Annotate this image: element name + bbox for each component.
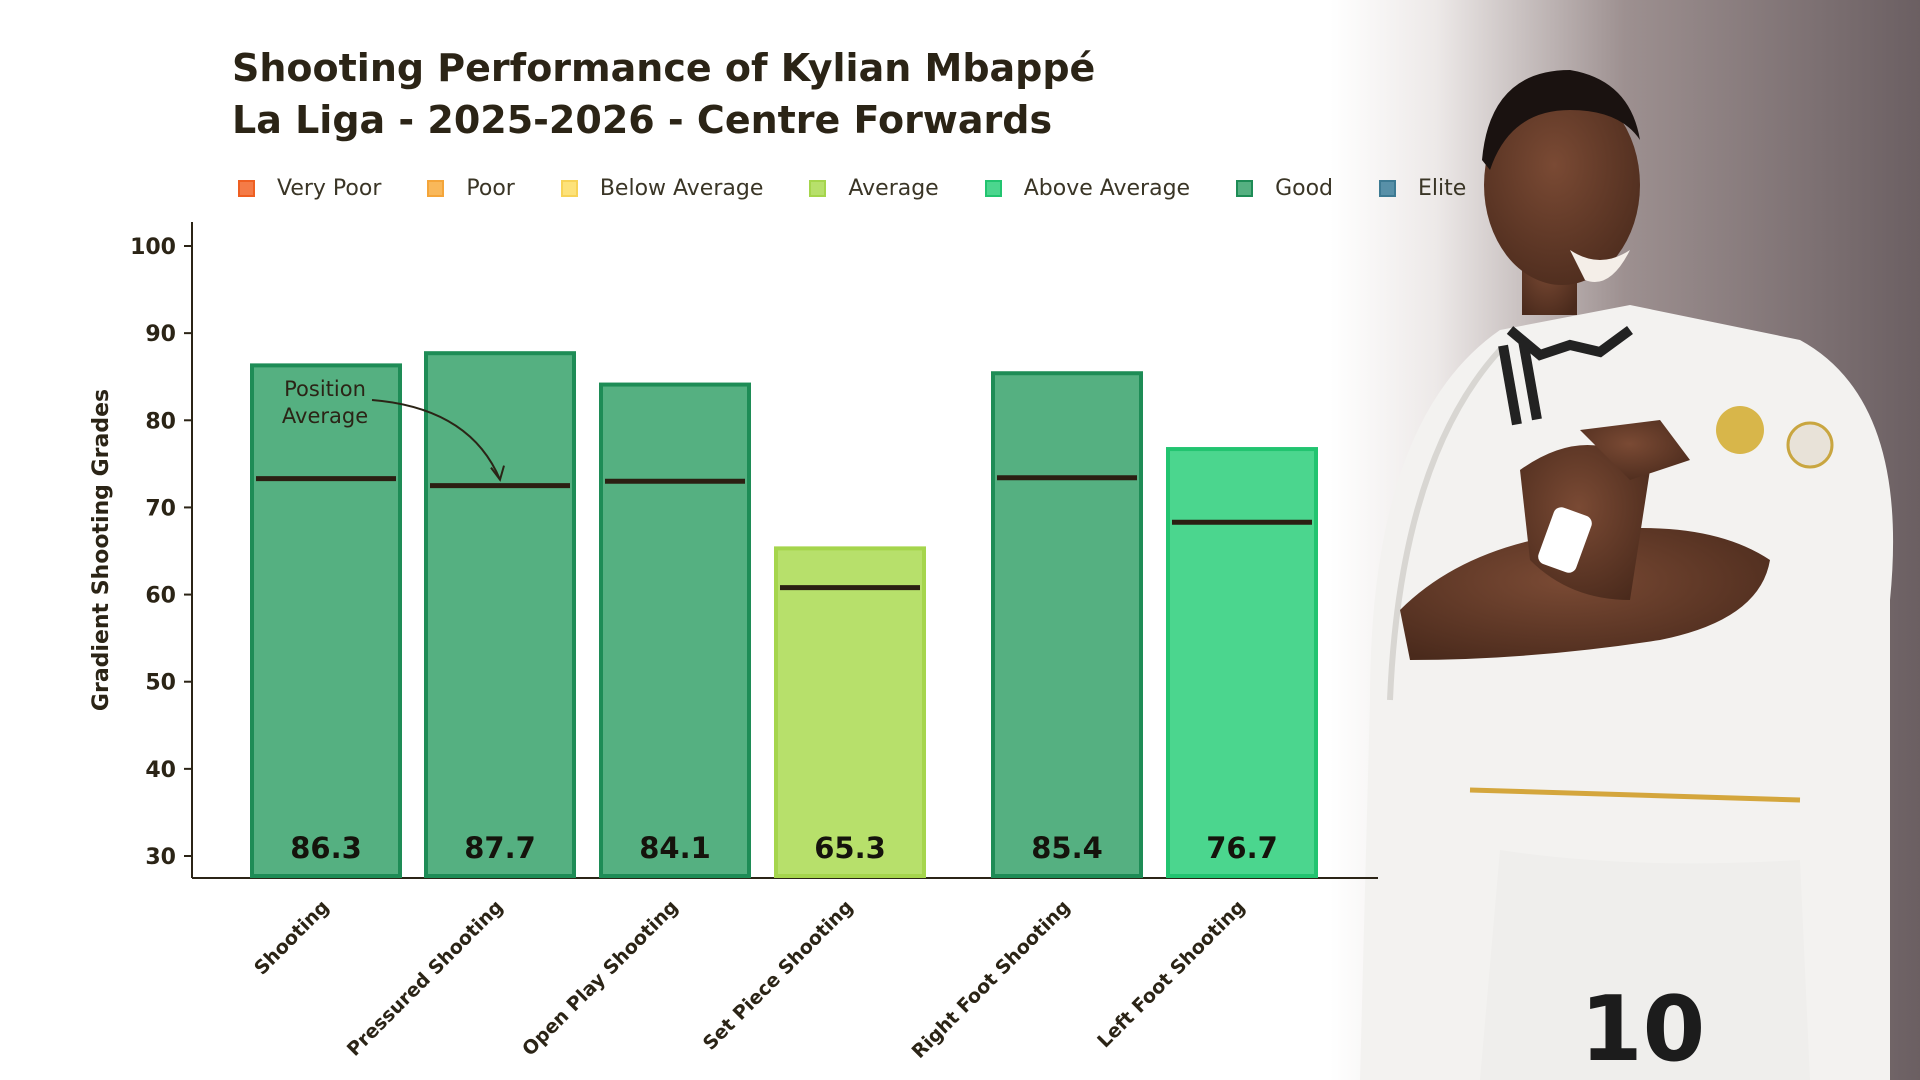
- y-tick-label: 50: [145, 671, 176, 696]
- legend-item-good: Good: [1236, 176, 1333, 201]
- bar-value-label: 65.3: [814, 831, 886, 865]
- y-tick-label: 90: [145, 322, 176, 347]
- x-tick-label: Right Foot Shooting: [908, 896, 1075, 1063]
- legend-swatch: [238, 180, 255, 197]
- bar-shooting: [250, 363, 402, 878]
- legend-label: Average: [848, 176, 939, 201]
- legend-item-elite: Elite: [1379, 176, 1466, 201]
- legend-swatch: [1379, 180, 1397, 197]
- legend-label: Poor: [466, 176, 515, 201]
- x-tick-label: Open Play Shooting: [518, 896, 682, 1060]
- legend-item-very-poor: Very Poor: [238, 176, 381, 201]
- annotation-arrowhead: [490, 465, 505, 482]
- x-tick-label: Left Foot Shooting: [1093, 896, 1249, 1052]
- bar-pressured-shooting: [424, 351, 576, 878]
- y-tick-label: 30: [145, 845, 176, 870]
- bar-right-foot-shooting: [991, 371, 1143, 878]
- annotation-arrow: [371, 399, 501, 481]
- x-tick-label: Set Piece Shooting: [699, 896, 858, 1055]
- y-tick-label: 60: [145, 584, 176, 609]
- bar-set-piece-shooting: [774, 546, 926, 879]
- legend-label: Below Average: [599, 176, 764, 201]
- legend-item-poor: Poor: [427, 176, 515, 201]
- y-tick-label: 70: [145, 496, 176, 521]
- legend-label: Above Average: [1023, 176, 1191, 201]
- y-tick-label: 80: [145, 409, 176, 434]
- legend-swatch: [427, 180, 445, 197]
- legend-label: Very Poor: [277, 176, 382, 201]
- legend-label: Good: [1275, 176, 1334, 201]
- player-photo: 10: [1330, 0, 1920, 1080]
- annotation-label-line-2: Average: [282, 404, 368, 428]
- bar-value-label: 86.3: [290, 831, 362, 865]
- bar-value-label: 85.4: [1031, 831, 1103, 865]
- legend-label: Elite: [1418, 176, 1467, 201]
- bar-value-label: 87.7: [464, 831, 536, 865]
- chart-legend: Very Poor Poor Below Average Average Above A…: [238, 176, 1466, 201]
- svg-text:10: 10: [1580, 977, 1705, 1080]
- legend-item-below-average: Below Average: [560, 176, 764, 201]
- y-tick-label: 40: [145, 758, 176, 783]
- legend-swatch: [984, 180, 1002, 197]
- y-axis-label: Gradient Shooting Grades: [89, 389, 114, 711]
- bar-open-play-shooting: [599, 382, 751, 878]
- x-tick-label: Shooting: [250, 896, 333, 979]
- legend-item-average: Average: [809, 176, 939, 201]
- chart-title: Shooting Performance of Kylian Mbappé La…: [232, 42, 1095, 146]
- x-tick-label: Pressured Shooting: [343, 896, 508, 1061]
- legend-item-above-average: Above Average: [984, 176, 1191, 201]
- chart-title-line-1: Shooting Performance of Kylian Mbappé: [232, 46, 1096, 90]
- legend-swatch: [809, 180, 827, 197]
- bar-left-foot-shooting: [1166, 447, 1318, 878]
- y-tick-label: 100: [130, 235, 176, 260]
- legend-swatch: [1236, 180, 1254, 197]
- bar-value-label: 76.7: [1206, 831, 1278, 865]
- chart-title-line-2: La Liga - 2025-2026 - Centre Forwards: [232, 98, 1053, 142]
- bar-value-label: 84.1: [639, 831, 711, 865]
- annotation-label-line-1: Position: [284, 377, 366, 401]
- legend-swatch: [560, 180, 578, 197]
